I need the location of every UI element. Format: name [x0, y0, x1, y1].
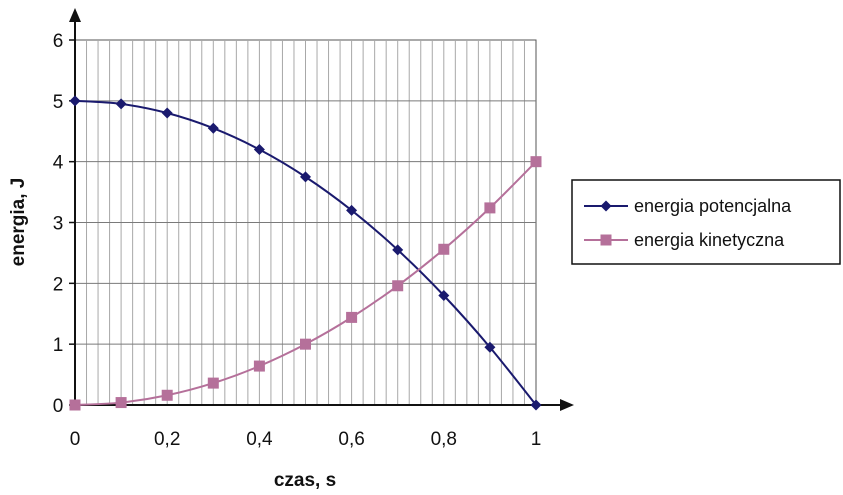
x-axis-label: czas, s — [274, 470, 336, 491]
data-point — [115, 98, 127, 110]
data-point — [253, 144, 265, 155]
data-point — [161, 107, 173, 119]
y-tick-label: 5 — [53, 92, 64, 113]
y-tick-label: 4 — [53, 153, 64, 174]
data-point — [69, 399, 81, 411]
data-point — [161, 389, 173, 401]
legend-label: energia kinetyczna — [634, 230, 785, 250]
data-point — [69, 95, 81, 107]
y-tick-label: 2 — [53, 274, 64, 295]
y-tick-label: 3 — [53, 214, 64, 235]
legend-item: energia kinetyczna — [584, 230, 785, 250]
data-point — [530, 156, 542, 168]
legend-marker — [600, 200, 612, 212]
data-point — [392, 280, 404, 292]
y-tick-label: 0 — [53, 396, 64, 417]
data-point — [300, 171, 311, 183]
legend-marker — [600, 234, 612, 246]
legend-label: energia potencjalna — [634, 196, 792, 216]
x-tick-label: 1 — [531, 429, 542, 450]
x-tick-label: 0,2 — [154, 429, 180, 450]
data-point — [346, 204, 358, 216]
data-point — [392, 244, 404, 256]
legend-box — [571, 179, 841, 265]
grid — [74, 39, 537, 406]
x-tick-label: 0,8 — [431, 429, 457, 450]
y-axis-arrow — [69, 8, 81, 22]
series-1 — [69, 95, 542, 411]
series-2 — [69, 156, 542, 411]
data-point — [253, 360, 265, 372]
data-point — [484, 341, 496, 353]
x-tick-label: 0 — [70, 429, 81, 450]
x-axis-arrow — [560, 399, 574, 411]
y-tick-label: 1 — [53, 335, 64, 356]
data-point — [438, 243, 450, 255]
tick-labels: 0 1 2 3 4 5 6 0 0,2 0,4 0,6 0,8 1 — [53, 31, 542, 450]
data-point — [484, 202, 496, 214]
data-point — [346, 311, 358, 323]
data-point — [530, 399, 542, 411]
legend-item: energia potencjalna — [584, 196, 792, 216]
y-tick-label: 6 — [53, 31, 64, 52]
axes — [69, 8, 574, 411]
legend: energia potencjalna energia kinetyczna — [571, 179, 841, 265]
data-point — [207, 377, 219, 389]
data-point — [300, 338, 311, 350]
x-tick-label: 0,6 — [338, 429, 364, 450]
data-point — [207, 122, 219, 134]
data-point — [438, 290, 450, 301]
y-axis-label: energia, J — [8, 178, 29, 267]
data-point — [115, 397, 127, 409]
series-layer — [69, 95, 542, 411]
x-tick-label: 0,4 — [246, 429, 273, 450]
